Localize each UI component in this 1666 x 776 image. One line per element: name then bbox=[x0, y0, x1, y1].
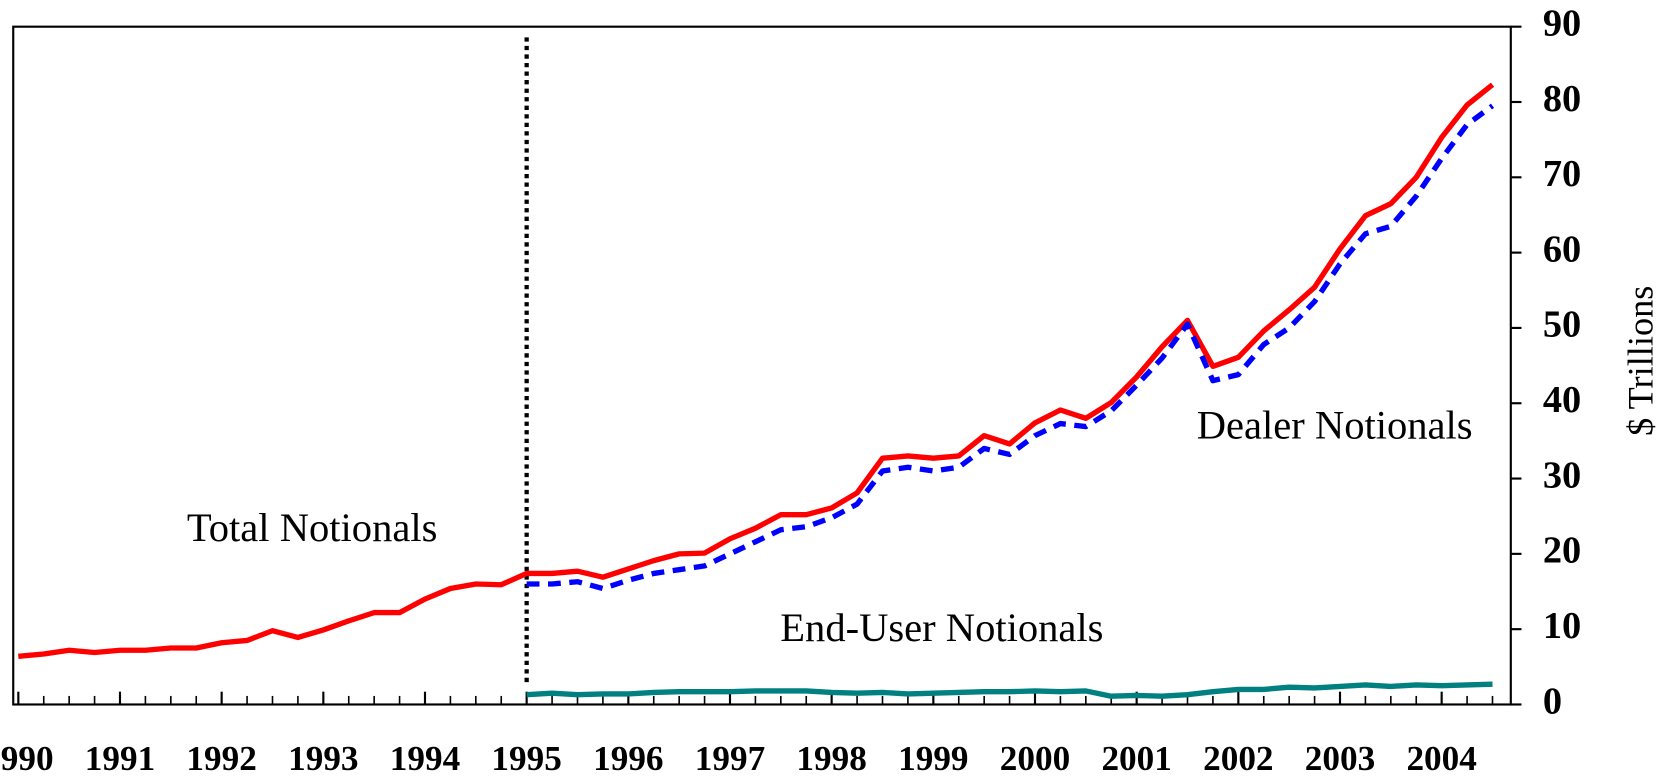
x-tick-label: 1992 bbox=[186, 739, 256, 776]
x-tick-label: 2002 bbox=[1203, 739, 1273, 776]
annotation: Total Notionals bbox=[187, 505, 438, 550]
y-tick-label: 90 bbox=[1543, 2, 1581, 44]
x-tick-label: 1990 bbox=[0, 739, 54, 776]
y-tick-label: 70 bbox=[1543, 153, 1581, 195]
x-tick-label: 1993 bbox=[288, 739, 358, 776]
series-line bbox=[526, 681, 1493, 699]
y-tick-label: 20 bbox=[1543, 530, 1581, 572]
y-tick-label: 0 bbox=[1543, 680, 1562, 722]
annotation: End-User Notionals bbox=[780, 605, 1103, 650]
x-tick-label: 2000 bbox=[1000, 739, 1070, 776]
series-line bbox=[18, 82, 1495, 659]
x-tick-label: 2001 bbox=[1101, 739, 1171, 776]
x-tick-label: 1999 bbox=[898, 739, 968, 776]
y-tick-label: 50 bbox=[1543, 304, 1581, 346]
y-axis-label: $ Trillions bbox=[1621, 286, 1661, 436]
y-tick-label: 10 bbox=[1543, 605, 1581, 647]
x-tick-label: 1998 bbox=[796, 739, 866, 776]
x-tick-label: 1997 bbox=[695, 739, 765, 776]
x-tick-label: 2004 bbox=[1406, 739, 1476, 776]
plot-frame bbox=[12, 25, 1512, 706]
y-tick-label: 30 bbox=[1543, 454, 1581, 496]
y-tick-label: 40 bbox=[1543, 379, 1581, 421]
x-tick-label: 2003 bbox=[1305, 739, 1375, 776]
y-tick-label: 80 bbox=[1543, 78, 1581, 120]
x-tick-label: 1994 bbox=[390, 739, 460, 776]
y-tick-label: 60 bbox=[1543, 228, 1581, 270]
series-line bbox=[526, 103, 1495, 592]
x-tick-label: 1996 bbox=[593, 739, 663, 776]
x-tick-label: 1991 bbox=[85, 739, 155, 776]
annotation: Dealer Notionals bbox=[1197, 402, 1473, 447]
x-tick-label: 1995 bbox=[491, 739, 561, 776]
